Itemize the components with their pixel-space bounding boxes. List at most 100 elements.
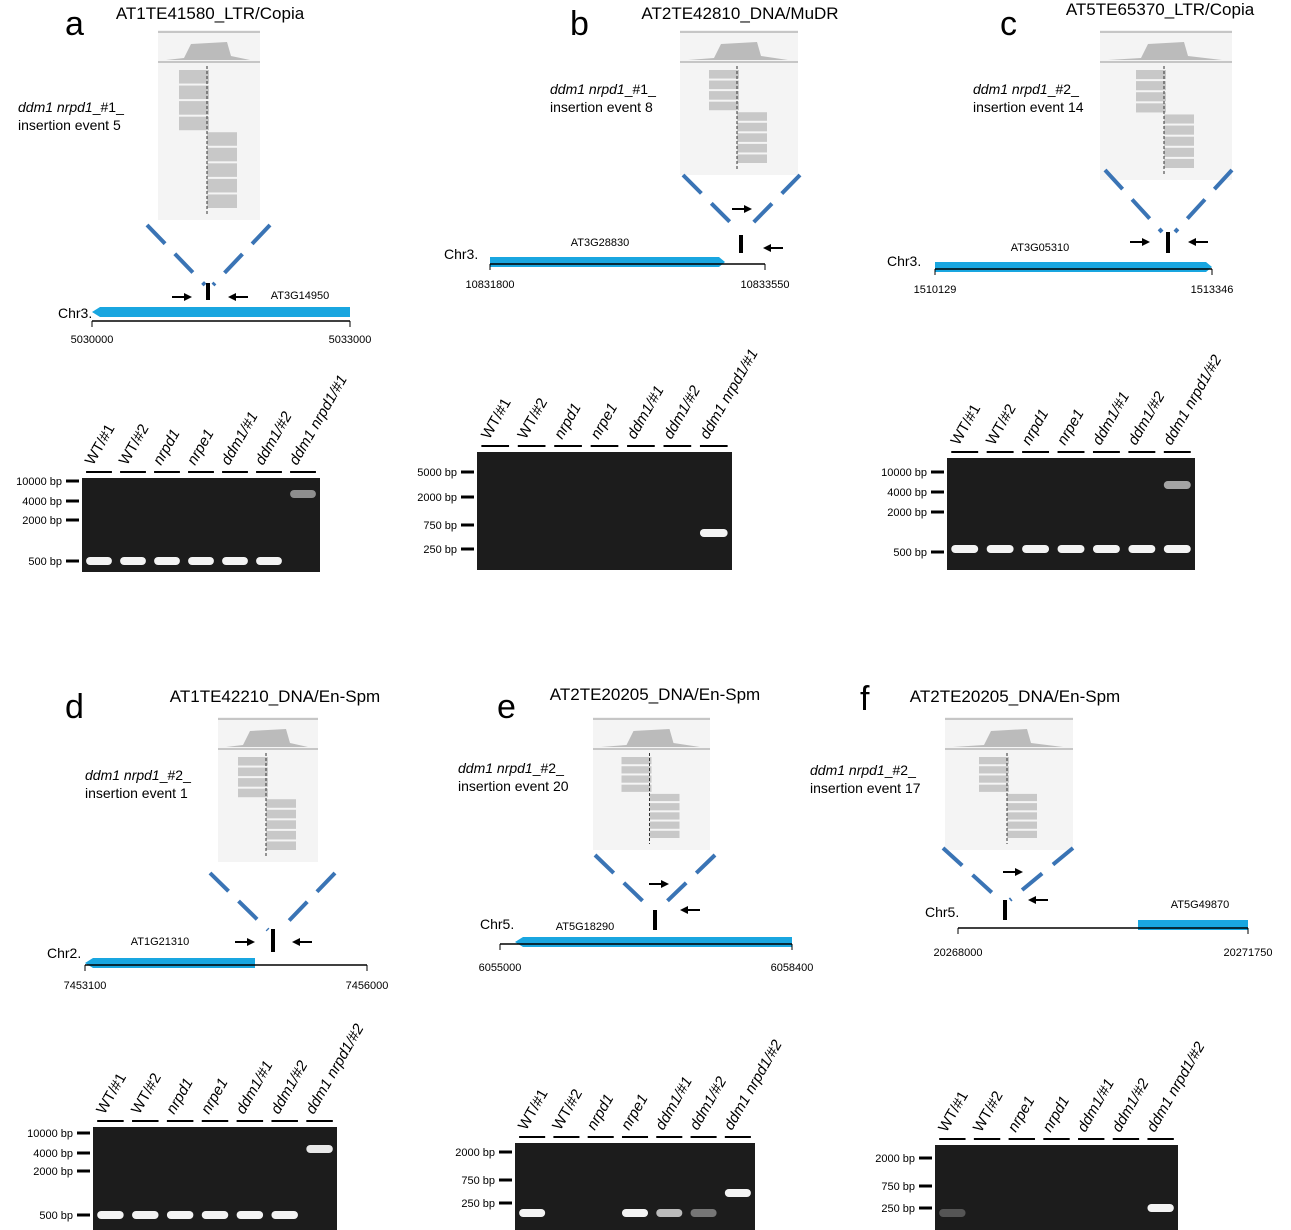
band: [120, 557, 146, 565]
read: [650, 822, 680, 829]
lane-label: nrpe1: [184, 426, 218, 468]
read: [1136, 70, 1166, 79]
lane-label: nrpd1: [1018, 406, 1052, 448]
read: [238, 768, 268, 777]
genotype: ddm1 nrpd1: [973, 81, 1048, 97]
read: [207, 194, 237, 208]
band: [202, 1211, 228, 1219]
ladder-label: 500 bp: [893, 547, 927, 559]
read: [238, 789, 268, 798]
band: [1058, 545, 1085, 553]
read: [266, 799, 296, 808]
lane-label: nrpd1: [150, 426, 184, 468]
read: [737, 144, 767, 153]
zoom-line: [943, 848, 1000, 900]
primer-arrow-head: [1142, 238, 1150, 246]
zoom-line: [147, 225, 205, 285]
band: [132, 1211, 158, 1219]
chromosome: Chr3.: [887, 253, 921, 269]
coord-start: 7453100: [64, 980, 107, 992]
lane-label: WT/#2: [514, 395, 551, 442]
gene-name: AT3G28830: [571, 237, 630, 249]
sample: ddm1 nrpd1_#1_: [550, 81, 656, 97]
read: [1164, 126, 1194, 135]
read: [1164, 114, 1194, 123]
lane-label: WT/#2: [983, 401, 1020, 448]
read: [737, 133, 767, 142]
coord-end: 5033000: [329, 334, 372, 346]
panel-letter: c: [1000, 5, 1017, 43]
ladder-label: 500 bp: [39, 1210, 73, 1222]
band: [306, 1145, 332, 1153]
chromosome: Chr3.: [58, 305, 92, 321]
event: insertion event 14: [973, 99, 1084, 115]
ladder-label: 5000 bp: [417, 467, 457, 479]
primer-arrow-head: [1188, 238, 1196, 246]
figure: aAT1TE41580_LTR/Copiaddm1 nrpd1_#1_inser…: [0, 0, 1291, 1230]
zoom-line: [746, 175, 800, 230]
read: [266, 820, 296, 829]
coord-start: 6055000: [479, 962, 522, 974]
coord-start: 10831800: [466, 279, 515, 291]
ladder-label: 2000 bp: [33, 1166, 73, 1178]
coord-start: 1510129: [914, 284, 957, 296]
event: insertion event 17: [810, 780, 921, 796]
ladder-label: 250 bp: [881, 1203, 915, 1215]
read: [179, 86, 209, 100]
lane-label: nrpe1: [1054, 406, 1088, 448]
read: [207, 148, 237, 162]
ladder-label: 500 bp: [28, 556, 62, 568]
ladder-label: 4000 bp: [887, 487, 927, 499]
band: [939, 1209, 965, 1217]
read: [266, 841, 296, 850]
genotype: ddm1 nrpd1: [550, 81, 625, 97]
band: [656, 1209, 682, 1217]
chromosome: Chr5.: [925, 904, 959, 920]
zoom-line: [660, 855, 715, 908]
panel-letter: e: [497, 688, 516, 726]
zoom-line: [1010, 848, 1073, 900]
sample: ddm1 nrpd1_#1_: [18, 99, 124, 115]
read: [737, 112, 767, 121]
band: [271, 1211, 297, 1219]
gel: [947, 458, 1195, 570]
ladder-label: 2000 bp: [417, 492, 457, 504]
coord-end: 20271750: [1224, 947, 1273, 959]
read: [207, 132, 237, 146]
read: [622, 775, 652, 782]
band: [622, 1209, 648, 1217]
gene-name: AT5G49870: [1171, 899, 1230, 911]
te-name: AT2TE42810_DNA/MuDR: [641, 4, 838, 23]
gene-name: AT3G14950: [271, 290, 330, 302]
read: [650, 803, 680, 810]
gene-name: AT1G21310: [131, 936, 190, 948]
read: [238, 778, 268, 787]
chromosome: Chr3.: [444, 246, 478, 262]
primer-arrow-head: [661, 880, 669, 888]
event: insertion event 1: [85, 785, 188, 801]
chromosome: Chr5.: [480, 916, 514, 932]
ladder-label: 2000 bp: [875, 1153, 915, 1165]
gene: [490, 257, 725, 267]
read: [650, 831, 680, 838]
sample-suffix: _#2_: [159, 767, 191, 783]
primer-arrow-head: [292, 938, 300, 946]
band: [1128, 545, 1155, 553]
sample-suffix: _#2_: [532, 760, 564, 776]
ladder-label: 750 bp: [423, 520, 457, 532]
event: insertion event 5: [18, 117, 121, 133]
read: [737, 154, 767, 163]
read: [207, 179, 237, 193]
read: [1007, 831, 1037, 838]
te-name: AT5TE65370_LTR/Copia: [1066, 0, 1255, 19]
gene: [935, 262, 1212, 272]
read: [709, 102, 739, 111]
read: [622, 785, 652, 792]
ladder-label: 4000 bp: [33, 1148, 73, 1160]
panel-letter: d: [65, 688, 84, 726]
ladder-label: 2000 bp: [22, 515, 62, 527]
coord-start: 20268000: [934, 947, 983, 959]
band: [97, 1211, 123, 1219]
panel-letter: f: [860, 680, 870, 718]
read: [266, 831, 296, 840]
